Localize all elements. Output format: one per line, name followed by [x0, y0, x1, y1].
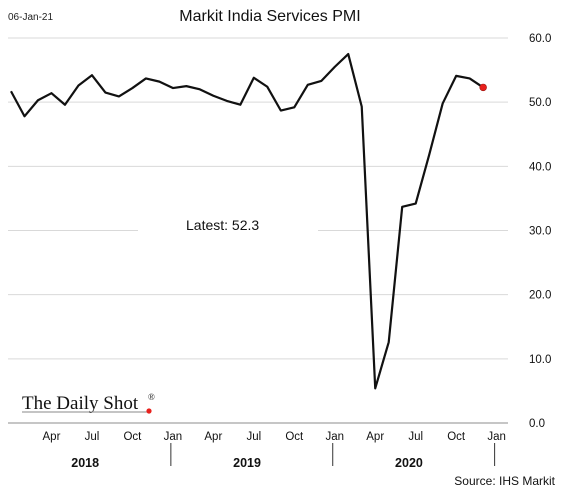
x-tick-label: Jan — [325, 431, 344, 443]
y-tick-label: 40.0 — [529, 161, 551, 173]
latest-annotation: Latest: 52.3 — [186, 217, 259, 233]
y-tick-label: 0.0 — [529, 418, 545, 430]
year-labels: 2018 2019 2020 — [71, 443, 496, 470]
year-label: 2020 — [395, 456, 423, 470]
series-layer — [10, 52, 487, 390]
source-note: Source: IHS Markit — [454, 474, 555, 488]
x-axis-ticks: Apr Jul Oct Jan Apr Jul Oct Jan Apr Jul Oct Jan — [43, 431, 506, 443]
x-tick-label: Apr — [204, 431, 222, 443]
annotation-box — [138, 213, 318, 243]
x-tick-label: Oct — [285, 431, 304, 443]
y-tick-label: 50.0 — [529, 97, 551, 109]
latest-point — [479, 83, 487, 92]
grid-lines — [8, 37, 508, 360]
x-tick-label: Jul — [246, 431, 261, 443]
y-axis-ticks: 0.0 10.0 20.0 30.0 40.0 50.0 60.0 — [529, 33, 551, 430]
x-tick-label: Jan — [164, 431, 183, 443]
y-tick-label: 30.0 — [529, 226, 551, 238]
brand-name: The Daily Shot — [22, 393, 139, 414]
x-tick-label: Jan — [487, 431, 506, 443]
brand-dot — [146, 408, 152, 414]
x-tick-label: Apr — [43, 431, 61, 443]
y-tick-label: 20.0 — [529, 290, 551, 302]
x-tick-label: Oct — [123, 431, 142, 443]
year-label: 2018 — [71, 456, 99, 470]
y-tick-label: 10.0 — [529, 354, 551, 366]
year-label: 2019 — [233, 456, 261, 470]
chart-title: Markit India Services PMI — [179, 8, 360, 25]
x-tick-label: Oct — [447, 431, 466, 443]
chart-date: 06-Jan-21 — [8, 12, 53, 23]
brand-mark: ® — [148, 392, 155, 402]
daily-shot-logo: The Daily Shot ® — [22, 392, 155, 414]
x-tick-label: Jul — [408, 431, 423, 443]
y-tick-label: 60.0 — [529, 33, 551, 45]
x-tick-label: Apr — [366, 431, 384, 443]
series-line — [10, 52, 484, 390]
x-tick-label: Jul — [85, 431, 100, 443]
